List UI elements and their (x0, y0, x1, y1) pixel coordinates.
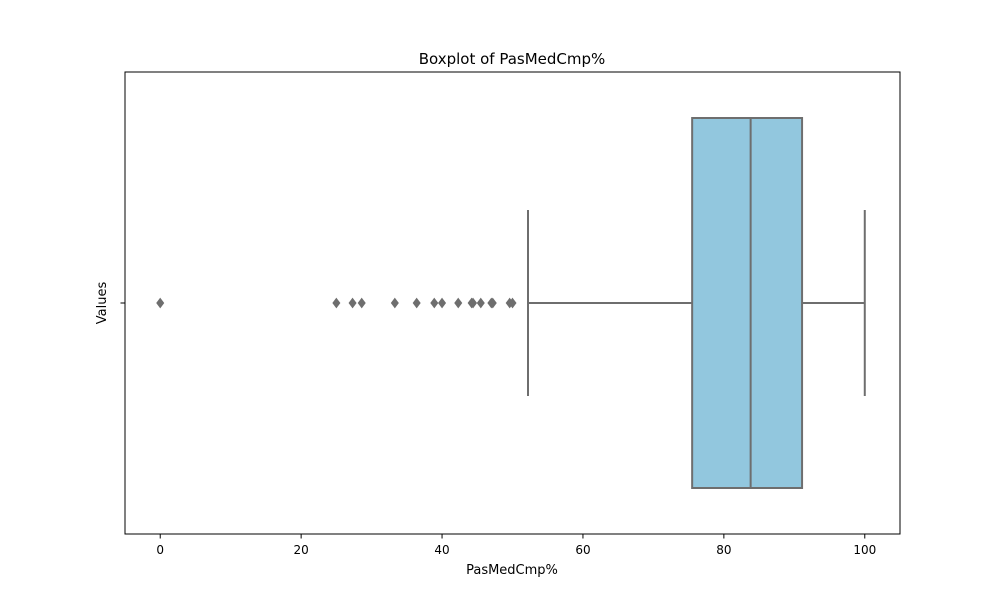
outlier-point (438, 297, 447, 309)
outlier-point (508, 297, 517, 309)
outlier-point (430, 297, 439, 309)
x-axis-label: PasMedCmp% (466, 563, 558, 578)
x-tick-label: 40 (434, 543, 449, 557)
outlier-point (476, 297, 485, 309)
outlier-point (469, 297, 478, 309)
outlier-point (156, 297, 165, 309)
outlier-point (357, 297, 366, 309)
outlier-point (488, 297, 497, 309)
outlier-point (454, 297, 463, 309)
x-tick-label: 80 (716, 543, 731, 557)
outlier-point (412, 297, 421, 309)
outlier-point (348, 297, 357, 309)
x-tick-label: 0 (156, 543, 164, 557)
outlier-point (332, 297, 341, 309)
x-tick-label: 20 (293, 543, 308, 557)
x-tick-label: 100 (853, 543, 876, 557)
iqr-box (691, 117, 804, 489)
x-axis-ticks: 0 20 40 60 80 100 (156, 534, 876, 557)
outlier-point (390, 297, 399, 309)
y-axis-label: Values (95, 282, 110, 325)
chart-title: Boxplot of PasMedCmp% (419, 50, 606, 68)
x-tick-label: 60 (575, 543, 590, 557)
plot-marks (156, 117, 866, 489)
